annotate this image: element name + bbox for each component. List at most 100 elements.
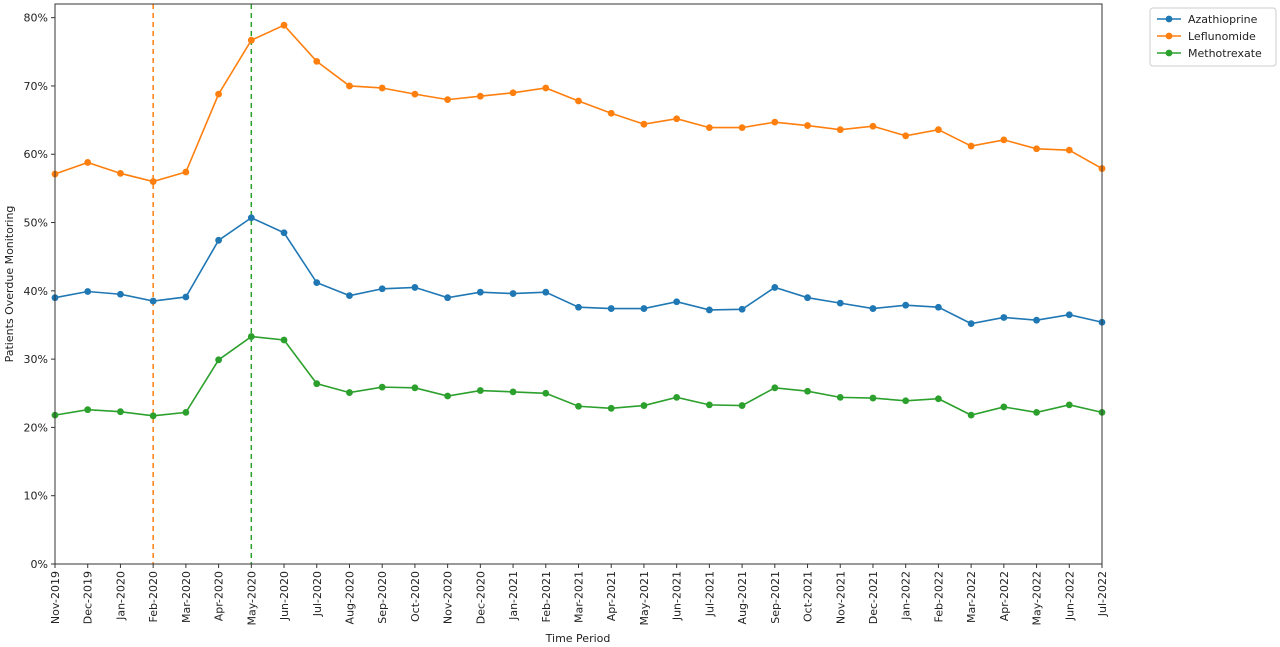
data-point-azathioprine bbox=[149, 297, 157, 305]
data-point-azathioprine bbox=[967, 320, 975, 328]
legend-label: Azathioprine bbox=[1188, 13, 1258, 26]
data-point-methotrexate bbox=[673, 393, 681, 401]
data-point-methotrexate bbox=[738, 402, 746, 409]
x-tick-label: Mar-2020 bbox=[180, 571, 193, 623]
legend-label: Methotrexate bbox=[1188, 47, 1262, 60]
data-point-methotrexate bbox=[1065, 401, 1073, 409]
data-point-methotrexate bbox=[182, 408, 190, 416]
data-point-leflunomide bbox=[967, 142, 975, 150]
x-tick-label: Sep-2020 bbox=[376, 571, 389, 624]
x-tick-label: Aug-2020 bbox=[343, 571, 356, 624]
x-tick-label: Apr-2020 bbox=[213, 571, 226, 621]
y-tick-label: 70% bbox=[24, 80, 48, 93]
data-point-methotrexate bbox=[117, 408, 124, 416]
data-point-methotrexate bbox=[444, 392, 452, 400]
data-point-azathioprine bbox=[215, 236, 222, 244]
data-point-methotrexate bbox=[476, 387, 484, 394]
legend-marker bbox=[1165, 15, 1173, 23]
x-tick-label: Nov-2019 bbox=[49, 571, 62, 624]
data-point-methotrexate bbox=[771, 384, 779, 392]
x-tick-label: Sep-2021 bbox=[769, 571, 782, 624]
data-point-leflunomide bbox=[902, 132, 910, 140]
y-tick-label: 30% bbox=[24, 353, 48, 366]
y-tick-label: 20% bbox=[24, 421, 48, 434]
x-tick-label: Dec-2020 bbox=[474, 571, 487, 624]
data-point-leflunomide bbox=[182, 168, 190, 176]
data-point-azathioprine bbox=[509, 290, 517, 297]
data-point-azathioprine bbox=[705, 306, 713, 314]
data-point-azathioprine bbox=[902, 301, 910, 309]
data-point-leflunomide bbox=[705, 124, 713, 132]
data-point-methotrexate bbox=[346, 389, 353, 396]
data-point-leflunomide bbox=[869, 122, 877, 130]
data-point-leflunomide bbox=[509, 89, 517, 97]
data-point-azathioprine bbox=[869, 305, 877, 312]
x-tick-label: Feb-2020 bbox=[147, 571, 160, 622]
x-tick-label: Jul-2020 bbox=[311, 571, 324, 617]
data-point-methotrexate bbox=[411, 384, 419, 392]
data-point-leflunomide bbox=[640, 120, 648, 128]
data-point-azathioprine bbox=[411, 284, 419, 291]
x-axis: Nov-2019 Dec-2019 Jan-2020 Feb-2020 Mar-2020… bbox=[49, 564, 1109, 626]
data-point-azathioprine bbox=[444, 294, 452, 302]
x-tick-label: May-2022 bbox=[1031, 571, 1044, 626]
x-tick-label: Jul-2022 bbox=[1096, 571, 1109, 617]
data-point-azathioprine bbox=[738, 305, 746, 313]
x-axis-title: Time Period bbox=[545, 632, 611, 645]
data-point-leflunomide bbox=[1033, 145, 1040, 153]
x-tick-label: Feb-2022 bbox=[932, 571, 945, 622]
data-point-leflunomide bbox=[149, 178, 157, 185]
data-point-azathioprine bbox=[117, 290, 124, 298]
x-tick-label: Nov-2020 bbox=[442, 571, 455, 624]
legend-frame bbox=[1149, 7, 1277, 67]
x-tick-label: Feb-2021 bbox=[540, 571, 553, 622]
data-point-leflunomide bbox=[575, 97, 582, 105]
data-point-methotrexate bbox=[967, 411, 975, 419]
legend-marker bbox=[1165, 32, 1173, 40]
data-point-leflunomide bbox=[836, 126, 844, 134]
data-point-azathioprine bbox=[1065, 311, 1073, 319]
data-point-azathioprine bbox=[378, 285, 386, 293]
y-tick-label: 0% bbox=[31, 558, 48, 571]
data-point-azathioprine bbox=[542, 288, 550, 296]
data-point-leflunomide bbox=[280, 21, 288, 29]
data-point-azathioprine bbox=[804, 294, 811, 302]
x-tick-label: Mar-2022 bbox=[965, 571, 978, 623]
x-tick-label: Jun-2021 bbox=[671, 571, 684, 621]
data-point-leflunomide bbox=[673, 115, 681, 123]
data-point-leflunomide bbox=[411, 90, 419, 98]
data-point-azathioprine bbox=[935, 303, 942, 311]
x-tick-label: Oct-2021 bbox=[802, 571, 815, 622]
x-tick-label: Jun-2022 bbox=[1063, 571, 1076, 621]
data-point-leflunomide bbox=[935, 126, 942, 134]
x-tick-label: May-2020 bbox=[245, 571, 258, 626]
data-point-methotrexate bbox=[705, 401, 713, 409]
x-tick-label: Jan-2022 bbox=[900, 571, 913, 621]
y-tick-label: 60% bbox=[24, 148, 48, 161]
y-axis-title: Patients Overdue Monitoring bbox=[3, 206, 16, 363]
data-point-leflunomide bbox=[476, 92, 484, 100]
data-point-leflunomide bbox=[215, 90, 222, 98]
x-tick-label: Jan-2021 bbox=[507, 571, 520, 621]
data-point-azathioprine bbox=[182, 293, 190, 301]
data-point-methotrexate bbox=[575, 402, 582, 410]
data-point-azathioprine bbox=[84, 288, 92, 295]
data-point-azathioprine bbox=[575, 303, 582, 311]
x-tick-label: Jan-2020 bbox=[114, 571, 127, 621]
data-point-methotrexate bbox=[1033, 408, 1040, 416]
data-point-azathioprine bbox=[640, 305, 648, 312]
y-tick-label: 50% bbox=[24, 217, 48, 230]
data-point-methotrexate bbox=[542, 389, 550, 397]
data-point-azathioprine bbox=[1000, 314, 1008, 321]
data-point-azathioprine bbox=[346, 292, 353, 300]
data-point-methotrexate bbox=[280, 336, 288, 344]
x-tick-label: May-2021 bbox=[638, 571, 651, 626]
data-point-leflunomide bbox=[1065, 146, 1073, 154]
x-tick-label: Apr-2021 bbox=[605, 571, 618, 621]
data-point-methotrexate bbox=[607, 404, 615, 412]
data-point-leflunomide bbox=[247, 36, 255, 44]
data-point-leflunomide bbox=[607, 109, 615, 117]
x-tick-label: Nov-2021 bbox=[834, 571, 847, 624]
data-point-leflunomide bbox=[378, 84, 386, 92]
